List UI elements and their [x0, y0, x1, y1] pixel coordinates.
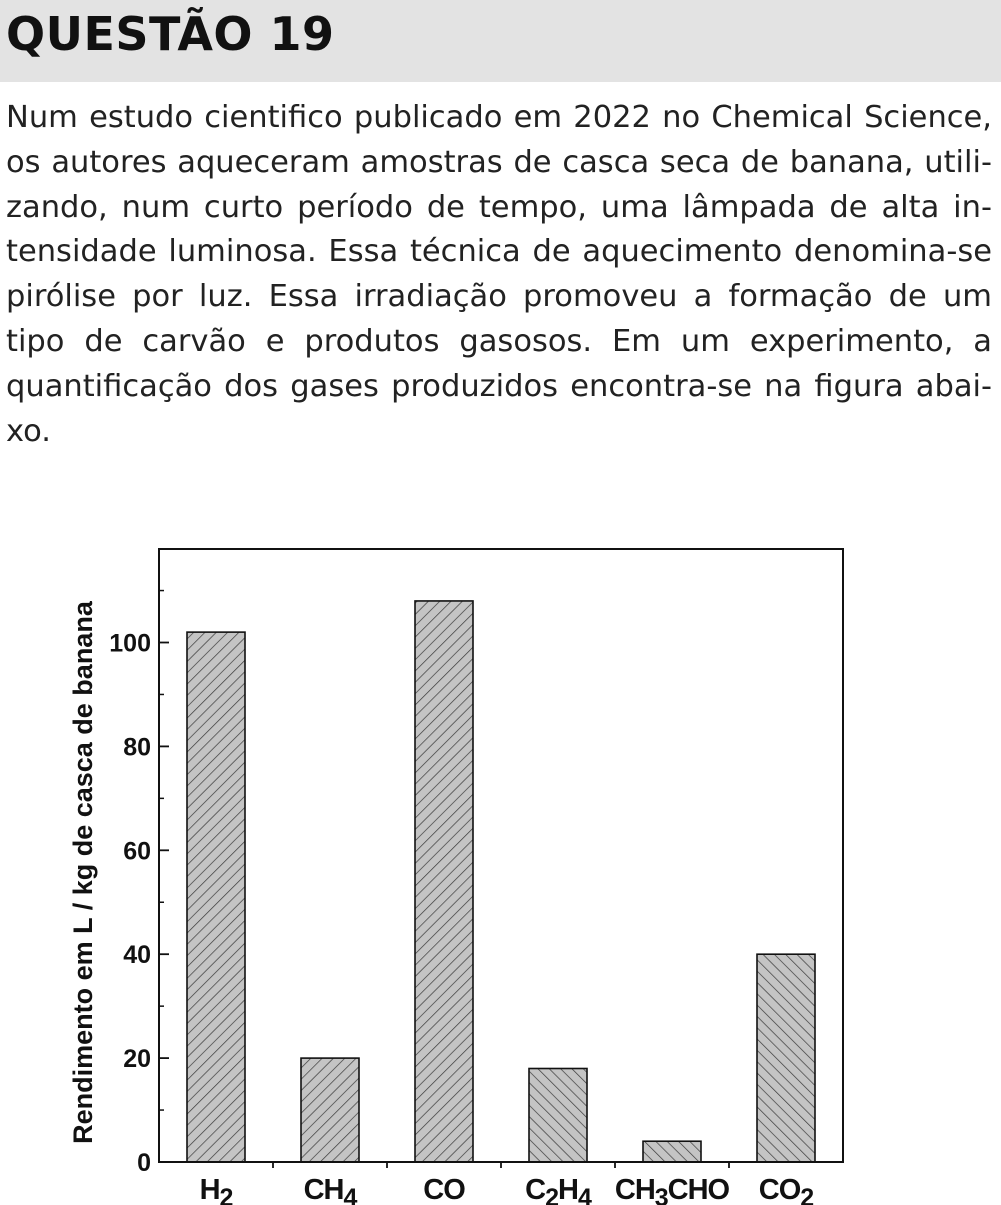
- paragraph-line: zando, num curto período de tempo, uma l…: [6, 189, 992, 225]
- paragraph-line: xo.: [6, 413, 51, 449]
- question-title: QUESTÃO 19: [6, 7, 335, 61]
- x-category-label: CH4: [304, 1174, 358, 1205]
- y-tick-label: 80: [123, 733, 151, 761]
- y-tick-label: 0: [137, 1149, 151, 1177]
- paragraph-line: os autores aqueceram amostras de casca s…: [6, 144, 992, 180]
- y-tick-label: 40: [123, 941, 151, 969]
- paragraph-line: tensidade luminosa. Essa técnica de aque…: [6, 234, 992, 270]
- paragraph-line: Num estudo cientifico publicado em 2022 …: [6, 100, 992, 135]
- y-tick-label: 60: [123, 837, 151, 865]
- question-paragraph: Num estudo cientifico publicado em 2022 …: [6, 96, 992, 454]
- paragraph-line: quantificação dos gases produzidos encon…: [6, 368, 992, 404]
- gas-yield-bar-chart: 0 20 40 60 80 100 H2 CH4 CO C2H4 CH3CHO CO2 Rendimen…: [68, 548, 844, 1205]
- bar-ch3cho: [642, 1140, 702, 1163]
- paragraph-line: pirólise por luz. Essa irradiação promov…: [6, 279, 992, 315]
- x-category-label: CH3CHO: [615, 1174, 730, 1205]
- y-axis-title: Rendimento em L / kg de casca de banana: [68, 600, 98, 1144]
- y-tick-label: 20: [123, 1045, 151, 1073]
- bar-co: [414, 600, 474, 1163]
- x-category-label: CO2: [759, 1174, 814, 1205]
- question-header: [0, 0, 1001, 82]
- bar-h2: [186, 631, 246, 1163]
- x-category-label: H2: [200, 1174, 233, 1205]
- bar-co2: [756, 953, 816, 1163]
- x-category-label: CO: [423, 1174, 465, 1205]
- paragraph-line: tipo de carvão e produtos gasosos. Em um…: [6, 323, 992, 359]
- bar-ch4: [300, 1057, 360, 1163]
- x-category-label: C2H4: [525, 1174, 592, 1205]
- y-tick-label: 100: [109, 630, 151, 658]
- plot-frame: [158, 548, 844, 1163]
- bar-c2h4: [528, 1067, 588, 1163]
